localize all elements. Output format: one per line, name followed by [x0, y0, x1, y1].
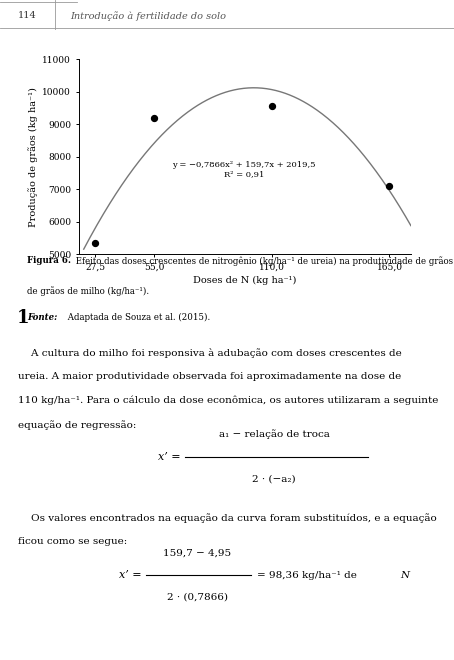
X-axis label: Doses de N (kg ha⁻¹): Doses de N (kg ha⁻¹) — [193, 276, 297, 284]
Text: Fonte:: Fonte: — [27, 313, 58, 322]
Y-axis label: Produção de grãos (kg ha⁻¹): Produção de grãos (kg ha⁻¹) — [29, 87, 38, 226]
Text: 2 · (0,7866): 2 · (0,7866) — [167, 593, 228, 602]
Text: 114: 114 — [18, 11, 36, 20]
Text: Efeito das doses crescentes de nitrogênio (kg/ha⁻¹ de ureia) na produtividade de: Efeito das doses crescentes de nitrogêni… — [73, 256, 454, 266]
Text: Os valores encontrados na equação da curva foram substituídos, e a equação: Os valores encontrados na equação da cur… — [18, 513, 437, 523]
Text: x’ =: x’ = — [158, 451, 180, 462]
Text: Introdução à fertilidade do solo: Introdução à fertilidade do solo — [70, 11, 226, 20]
Point — [92, 238, 99, 248]
Text: equação de regressão:: equação de regressão: — [18, 420, 137, 430]
Text: N: N — [400, 571, 409, 579]
Text: ureia. A maior produtividade observada foi aproximadamente na dose de: ureia. A maior produtividade observada f… — [18, 372, 401, 381]
Text: de grãos de milho (kg/ha⁻¹).: de grãos de milho (kg/ha⁻¹). — [27, 286, 149, 296]
Text: y = −0,7866x² + 159,7x + 2019,5
R² = 0,91: y = −0,7866x² + 159,7x + 2019,5 R² = 0,9… — [173, 161, 316, 178]
Text: A cultura do milho foi responsiva à adubação com doses crescentes de: A cultura do milho foi responsiva à adub… — [18, 348, 402, 358]
Point — [151, 113, 158, 123]
Text: x’ =: x’ = — [119, 570, 142, 580]
Text: 159,7 − 4,95: 159,7 − 4,95 — [163, 548, 232, 558]
Text: 1: 1 — [16, 309, 29, 327]
Text: ficou como se segue:: ficou como se segue: — [18, 537, 128, 546]
FancyBboxPatch shape — [5, 30, 449, 336]
Point — [386, 181, 393, 191]
Text: 2 · (−a₂): 2 · (−a₂) — [252, 475, 296, 483]
Text: = 98,36 kg/ha⁻¹ de: = 98,36 kg/ha⁻¹ de — [257, 571, 360, 579]
Point — [268, 101, 276, 112]
Text: Adaptada de Souza et al. (2015).: Adaptada de Souza et al. (2015). — [65, 313, 211, 322]
Text: Figura 6.: Figura 6. — [27, 256, 71, 265]
Text: a₁ − relação de troca: a₁ − relação de troca — [219, 430, 330, 439]
Text: 110 kg/ha⁻¹. Para o cálculo da dose econômica, os autores utilizaram a seguinte: 110 kg/ha⁻¹. Para o cálculo da dose econ… — [18, 396, 439, 405]
